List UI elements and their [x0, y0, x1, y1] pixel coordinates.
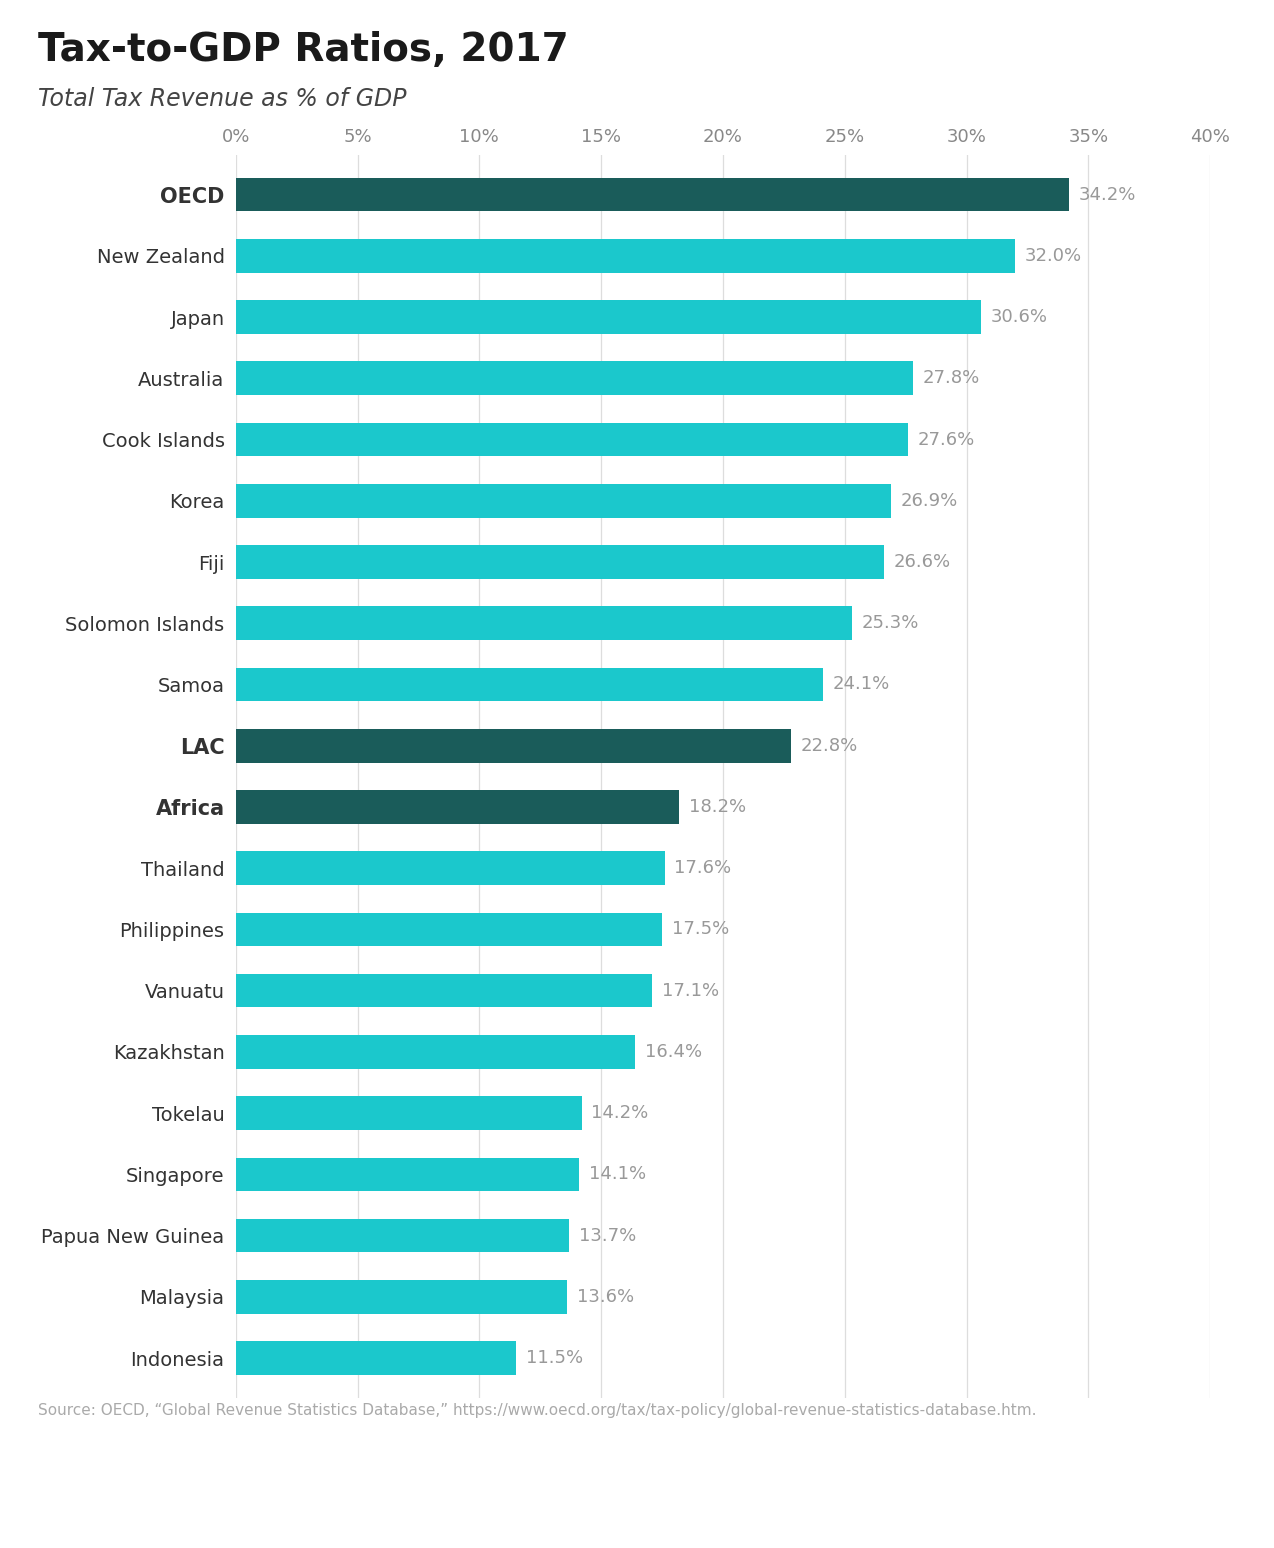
- Text: 34.2%: 34.2%: [1079, 186, 1136, 204]
- Text: 17.1%: 17.1%: [662, 981, 720, 1000]
- Text: Total Tax Revenue as % of GDP: Total Tax Revenue as % of GDP: [38, 87, 406, 111]
- Bar: [236, 1158, 580, 1190]
- Text: TAX FOUNDATION: TAX FOUNDATION: [19, 1495, 254, 1520]
- Text: 11.5%: 11.5%: [526, 1348, 582, 1367]
- Text: 13.7%: 13.7%: [580, 1226, 637, 1245]
- Bar: [236, 789, 679, 824]
- Text: Source: OECD, “Global Revenue Statistics Database,” https://www.oecd.org/tax/tax: Source: OECD, “Global Revenue Statistics…: [38, 1402, 1037, 1418]
- Bar: [236, 729, 791, 763]
- Bar: [236, 545, 884, 579]
- Text: 26.9%: 26.9%: [901, 492, 958, 509]
- Bar: [236, 913, 662, 946]
- Text: 14.1%: 14.1%: [589, 1166, 646, 1183]
- Text: 16.4%: 16.4%: [645, 1043, 702, 1060]
- Bar: [236, 1280, 567, 1314]
- Bar: [236, 974, 652, 1008]
- Bar: [236, 300, 981, 334]
- Bar: [236, 485, 891, 517]
- Bar: [236, 362, 913, 395]
- Text: 14.2%: 14.2%: [591, 1104, 648, 1122]
- Text: 30.6%: 30.6%: [991, 308, 1049, 327]
- Bar: [236, 1096, 582, 1130]
- Text: @TaxFoundation: @TaxFoundation: [1083, 1498, 1255, 1517]
- Text: 17.6%: 17.6%: [674, 859, 731, 878]
- Text: 17.5%: 17.5%: [671, 921, 729, 938]
- Bar: [236, 1036, 636, 1068]
- Text: 27.6%: 27.6%: [917, 430, 975, 449]
- Bar: [236, 667, 823, 701]
- Text: 27.8%: 27.8%: [922, 370, 980, 387]
- Bar: [236, 1218, 569, 1252]
- Bar: [236, 851, 665, 885]
- Bar: [236, 178, 1069, 212]
- Text: 24.1%: 24.1%: [833, 675, 889, 694]
- Text: 18.2%: 18.2%: [689, 797, 747, 816]
- Text: 26.6%: 26.6%: [893, 553, 950, 571]
- Text: 22.8%: 22.8%: [801, 737, 859, 755]
- Text: 32.0%: 32.0%: [1026, 246, 1082, 265]
- Bar: [236, 238, 1015, 272]
- Text: 13.6%: 13.6%: [577, 1288, 634, 1307]
- Bar: [236, 1341, 516, 1375]
- Text: 25.3%: 25.3%: [862, 615, 920, 632]
- Text: Tax-to-GDP Ratios, 2017: Tax-to-GDP Ratios, 2017: [38, 31, 569, 70]
- Bar: [236, 423, 908, 457]
- Bar: [236, 607, 852, 639]
